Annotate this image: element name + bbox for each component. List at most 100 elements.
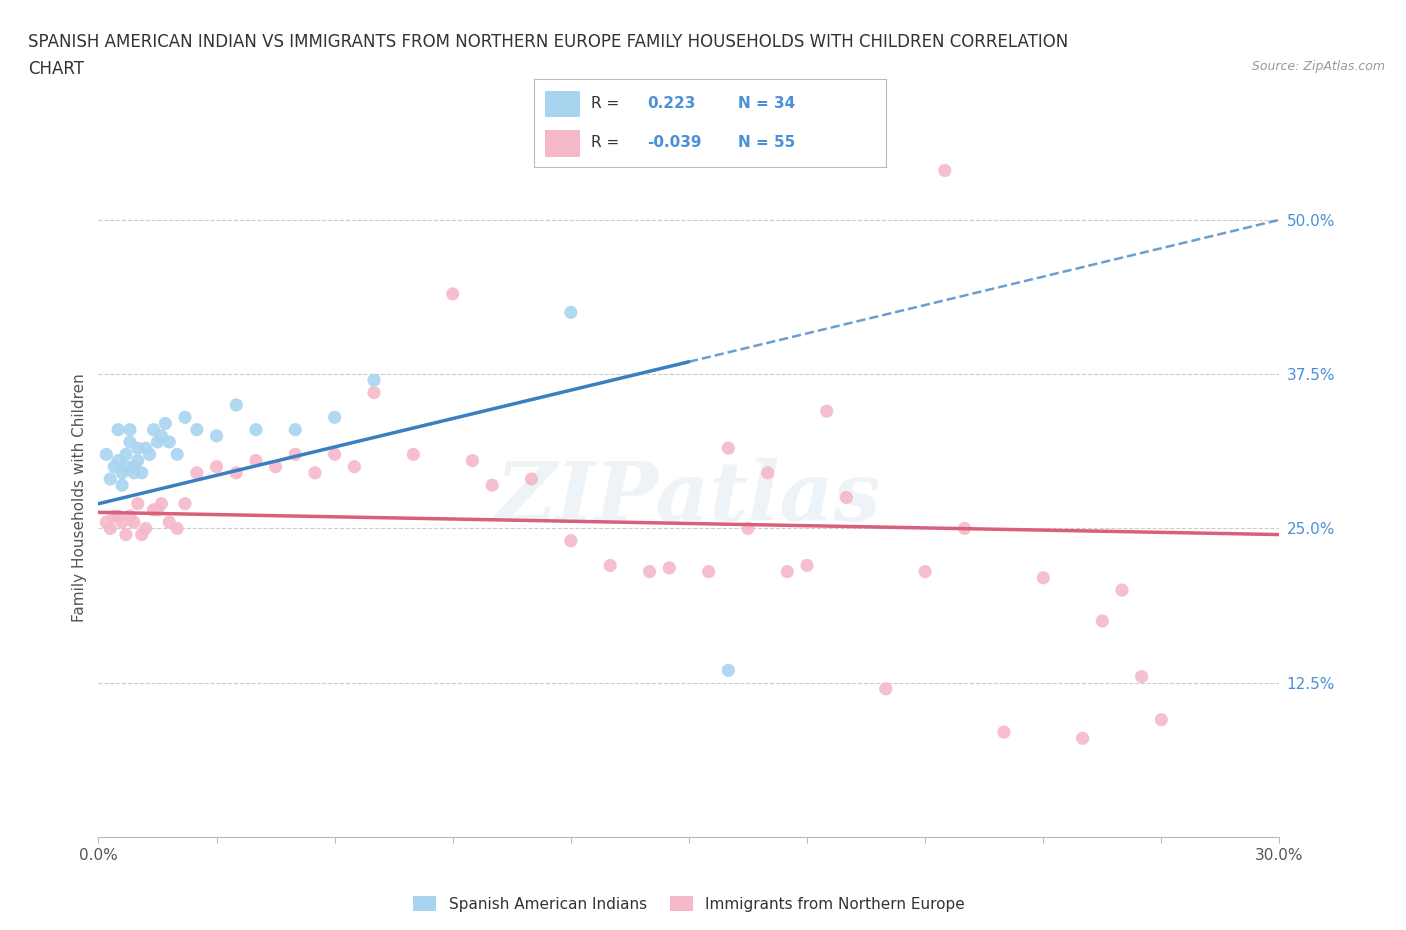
Point <box>127 453 149 468</box>
Point <box>135 441 157 456</box>
Point <box>1130 669 1153 684</box>
Text: SPANISH AMERICAN INDIAN VS IMMIGRANTS FROM NORTHERN EUROPE FAMILY HOUSEHOLDS WIT: SPANISH AMERICAN INDIAN VS IMMIGRANTS FR… <box>28 33 1069 50</box>
Point <box>174 410 197 425</box>
Point <box>363 373 385 388</box>
Point <box>737 521 759 536</box>
Point <box>118 422 141 437</box>
Point <box>107 453 129 468</box>
Point <box>1091 614 1114 629</box>
Point <box>560 533 582 548</box>
Point <box>1071 731 1094 746</box>
Point <box>157 515 180 530</box>
Point <box>115 459 138 474</box>
Point <box>111 515 134 530</box>
Point <box>111 478 134 493</box>
Point <box>205 459 228 474</box>
Point <box>118 434 141 449</box>
Point <box>304 465 326 480</box>
Point <box>796 558 818 573</box>
Point <box>875 682 897 697</box>
Text: ZIPatlas: ZIPatlas <box>496 458 882 538</box>
Point <box>115 527 138 542</box>
Point <box>186 465 208 480</box>
Point <box>953 521 976 536</box>
Point <box>205 429 228 444</box>
Text: R =: R = <box>591 135 619 150</box>
Point <box>146 502 169 517</box>
Point <box>717 663 740 678</box>
Text: N = 55: N = 55 <box>738 135 796 150</box>
Point <box>1032 570 1054 585</box>
Point <box>96 447 118 462</box>
Point <box>122 459 145 474</box>
Point <box>131 465 153 480</box>
Point <box>697 565 720 579</box>
Point <box>131 527 153 542</box>
Point <box>264 459 287 474</box>
Point <box>166 447 188 462</box>
Point <box>461 453 484 468</box>
Point <box>481 478 503 493</box>
Point <box>914 565 936 579</box>
Point <box>103 509 125 524</box>
Point <box>1150 712 1173 727</box>
Point <box>107 509 129 524</box>
Bar <box>544 90 579 117</box>
Point <box>323 447 346 462</box>
Point <box>127 497 149 512</box>
Point <box>166 521 188 536</box>
Bar <box>544 130 579 157</box>
Point <box>756 465 779 480</box>
Text: 0.223: 0.223 <box>647 97 695 112</box>
Text: N = 34: N = 34 <box>738 97 796 112</box>
Point <box>150 429 173 444</box>
Point <box>599 558 621 573</box>
Point <box>146 434 169 449</box>
Point <box>127 441 149 456</box>
Point <box>150 497 173 512</box>
Y-axis label: Family Households with Children: Family Households with Children <box>72 373 87 622</box>
Point <box>993 724 1015 739</box>
Point <box>155 416 177 431</box>
Point <box>520 472 543 486</box>
Point <box>245 422 267 437</box>
Point <box>107 422 129 437</box>
Point <box>343 459 366 474</box>
Point <box>284 422 307 437</box>
Point <box>98 521 121 536</box>
Point <box>934 163 956 178</box>
Point <box>245 453 267 468</box>
Point <box>138 447 160 462</box>
Point <box>186 422 208 437</box>
Text: Source: ZipAtlas.com: Source: ZipAtlas.com <box>1251 60 1385 73</box>
Point <box>1111 583 1133 598</box>
Point <box>111 465 134 480</box>
Point <box>776 565 799 579</box>
Text: CHART: CHART <box>28 60 84 78</box>
Point <box>658 561 681 576</box>
Point <box>174 497 197 512</box>
Point <box>135 521 157 536</box>
Point <box>441 286 464 301</box>
Text: -0.039: -0.039 <box>647 135 702 150</box>
Point <box>363 385 385 400</box>
Point <box>323 410 346 425</box>
Point <box>815 404 838 418</box>
Point <box>835 490 858 505</box>
Point <box>402 447 425 462</box>
Point <box>122 465 145 480</box>
Point <box>98 472 121 486</box>
Point <box>225 465 247 480</box>
Text: R =: R = <box>591 97 619 112</box>
Point <box>560 305 582 320</box>
Point <box>284 447 307 462</box>
Legend: Spanish American Indians, Immigrants from Northern Europe: Spanish American Indians, Immigrants fro… <box>408 889 970 918</box>
Point <box>142 502 165 517</box>
Point <box>717 441 740 456</box>
Point <box>225 397 247 412</box>
Point <box>122 515 145 530</box>
Point <box>142 422 165 437</box>
Point <box>96 515 118 530</box>
Point <box>115 447 138 462</box>
Point <box>638 565 661 579</box>
